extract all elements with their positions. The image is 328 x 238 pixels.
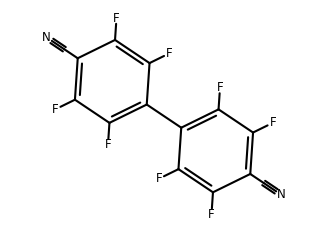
Text: N: N xyxy=(277,188,286,201)
Text: F: F xyxy=(166,47,173,60)
Text: F: F xyxy=(208,208,215,221)
Text: F: F xyxy=(113,12,120,25)
Text: F: F xyxy=(217,81,223,94)
Text: N: N xyxy=(42,31,51,44)
Text: F: F xyxy=(52,103,59,116)
Text: F: F xyxy=(155,172,162,185)
Text: F: F xyxy=(105,138,111,151)
Text: F: F xyxy=(269,116,276,129)
